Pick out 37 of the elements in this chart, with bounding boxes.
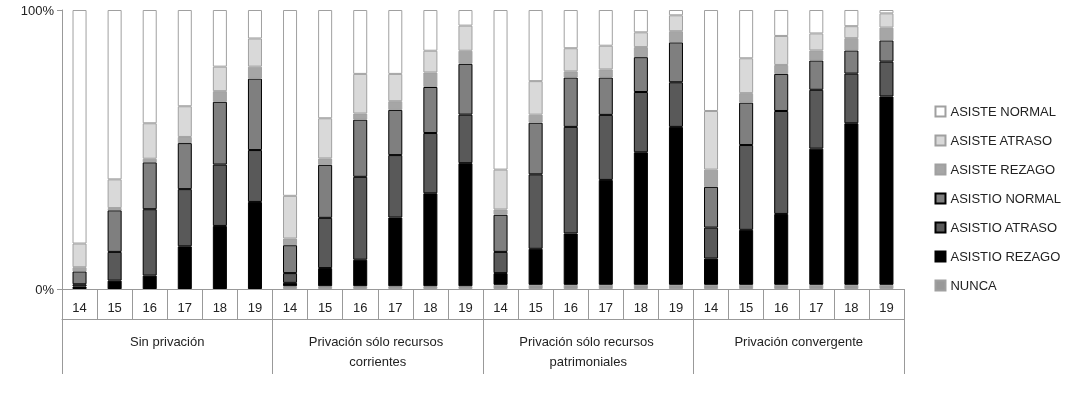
text: Privación sólo recursos corrientes [308, 333, 447, 369]
y-tick-label: 100% [20, 2, 55, 18]
x-tick-label: 15 [317, 300, 333, 315]
x-tick-label: 16 [773, 300, 789, 315]
x-tick-label: 18 [212, 300, 228, 315]
x-tick-label: 15 [528, 300, 543, 315]
x-tick-label: 17 [388, 300, 403, 315]
legend-label: ASISTIO REZAGO [950, 249, 1061, 264]
legend-label: ASISTIO NORMAL [950, 191, 1062, 206]
text: Privación convergente [734, 333, 864, 349]
x-tick-label: 19 [247, 300, 263, 315]
x-tick-label: 14 [493, 300, 508, 315]
legend-label: ASISTE REZAGO [950, 162, 1056, 177]
x-tick-label: 15 [107, 300, 122, 315]
x-tick-label: 15 [738, 300, 754, 315]
x-tick-label: 16 [352, 300, 368, 315]
x-tick-label: 17 [177, 300, 193, 315]
text: Sin privación [130, 333, 205, 349]
x-tick-label: 17 [598, 300, 614, 315]
x-tick-label: 14 [72, 300, 87, 315]
legend-label: NUNCA [950, 278, 998, 293]
x-tick-label: 16 [563, 300, 578, 315]
x-tick-label: 19 [879, 300, 894, 315]
x-tick-label: 14 [703, 300, 719, 315]
text: Privación sólo recursos patrimoniales [519, 333, 658, 369]
x-tick-label: 19 [668, 300, 684, 315]
legend-label: ASISTIO ATRASO [950, 220, 1058, 235]
x-tick-label: 18 [844, 300, 859, 315]
x-tick-label: 17 [809, 300, 824, 315]
x-tick-label: 18 [423, 300, 438, 315]
y-tick-label: 0% [35, 281, 55, 297]
x-tick-label: 16 [142, 300, 157, 315]
legend-label: ASISTE ATRASO [950, 133, 1053, 148]
x-tick-label: 14 [282, 300, 298, 315]
legend-label: ASISTE NORMAL [950, 104, 1056, 119]
x-tick-label: 18 [633, 300, 649, 315]
x-tick-label: 19 [458, 300, 473, 315]
